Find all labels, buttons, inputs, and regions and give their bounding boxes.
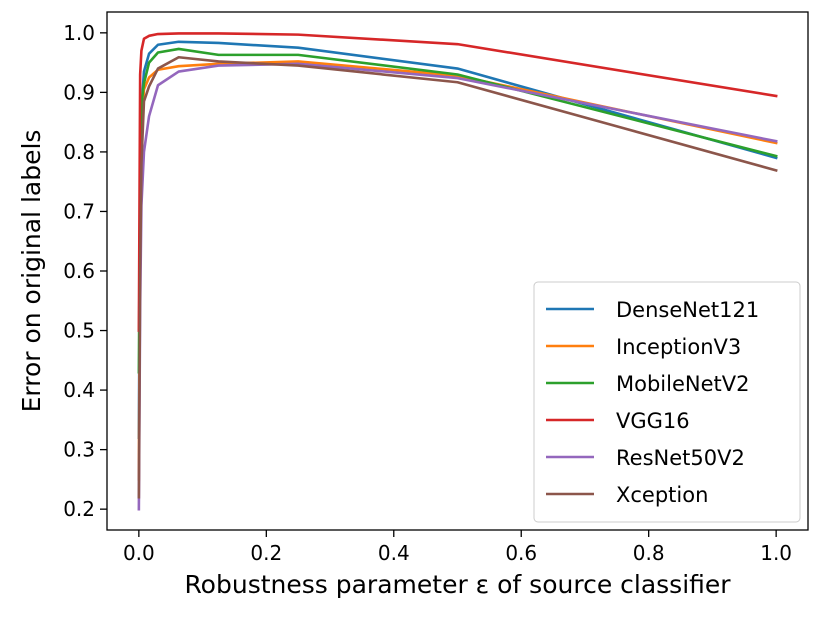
legend: DenseNet121 InceptionV3 MobileNetV2 VGG16 Re…: [533, 281, 801, 523]
y-tick-label: 0.7: [63, 199, 95, 223]
legend-label: Xception: [616, 483, 708, 507]
x-axis-ticks: 0.0 0.2 0.4 0.6 0.8 1.0: [123, 530, 792, 565]
legend-box: [533, 281, 801, 523]
legend-label: MobileNetV2: [616, 372, 749, 396]
legend-label: ResNet50V2: [616, 446, 745, 470]
y-axis-ticks: 0.2 0.3 0.4 0.5 0.6 0.7 0.8 0.9 1.0: [63, 21, 107, 521]
x-tick-label: 0.8: [633, 541, 665, 565]
x-tick-label: 1.0: [760, 541, 792, 565]
y-tick-label: 0.8: [63, 140, 95, 164]
y-tick-label: 0.2: [63, 497, 95, 521]
x-tick-label: 0.6: [505, 541, 537, 565]
series-layer: [137, 32, 778, 511]
x-tick-label: 0.0: [123, 541, 155, 565]
y-tick-label: 0.5: [63, 319, 95, 343]
y-tick-label: 1.0: [63, 21, 95, 45]
x-axis-label: Robustness parameter ε of source classif…: [184, 570, 731, 599]
legend-label: InceptionV3: [616, 335, 741, 359]
series-line-vgg16: [137, 32, 778, 332]
y-axis-label: Error on original labels: [17, 130, 46, 413]
y-tick-label: 0.6: [63, 259, 95, 283]
x-tick-label: 0.4: [378, 541, 410, 565]
y-tick-label: 0.4: [63, 378, 95, 402]
x-tick-label: 0.2: [250, 541, 282, 565]
y-tick-label: 0.9: [63, 80, 95, 104]
legend-label: VGG16: [616, 409, 690, 433]
y-tick-label: 0.3: [63, 438, 95, 462]
series-line-xception: [137, 55, 778, 499]
legend-label: DenseNet121: [616, 298, 759, 322]
